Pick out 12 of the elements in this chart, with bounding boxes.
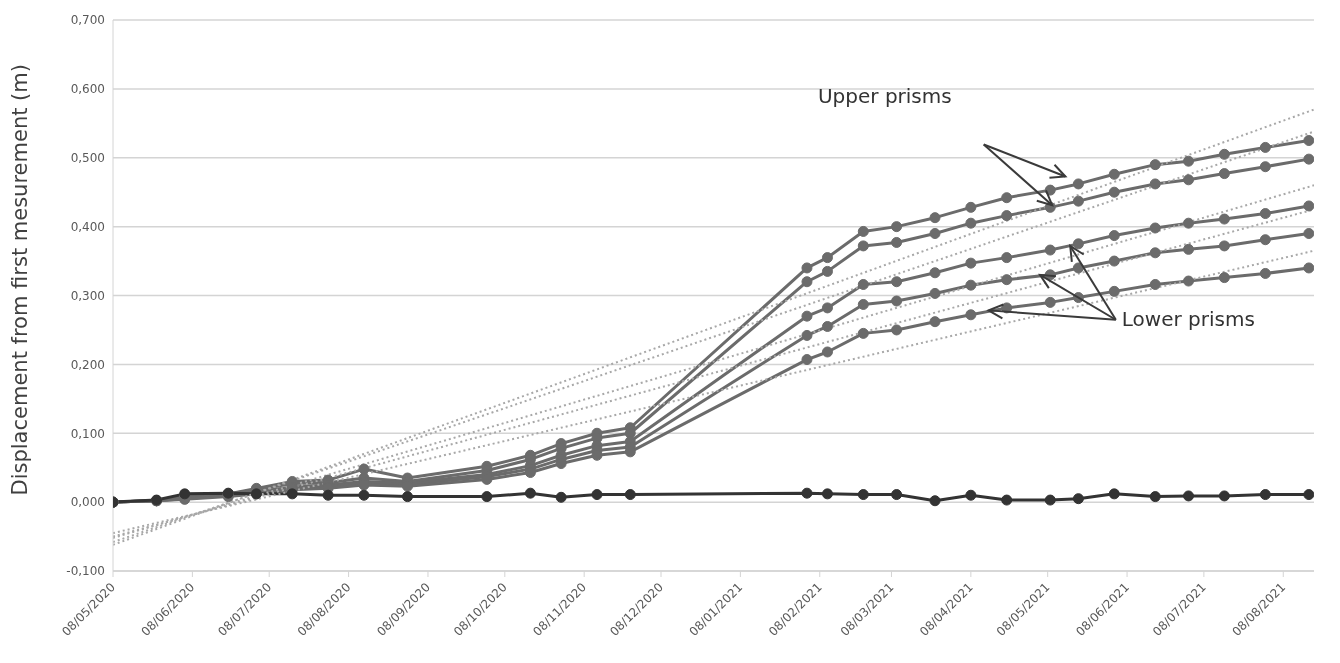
y-tick-label: -0,100 <box>66 564 105 579</box>
y-tick-label: 0,700 <box>70 13 105 28</box>
y-axis-title: Displacement from first mesurement (m) <box>8 64 33 496</box>
annotation: Lower prisms <box>1121 307 1255 332</box>
y-tick-label: 0,500 <box>70 151 105 166</box>
annotation: Upper prisms <box>817 83 952 108</box>
y-tick-label: 0,100 <box>70 426 105 441</box>
y-tick-label: 0,200 <box>70 357 105 372</box>
y-tick-label: 0,600 <box>70 82 105 97</box>
y-tick-label: 0,400 <box>70 219 105 234</box>
y-tick-label: 0,300 <box>70 288 105 303</box>
y-tick-label: 0,000 <box>70 495 105 510</box>
